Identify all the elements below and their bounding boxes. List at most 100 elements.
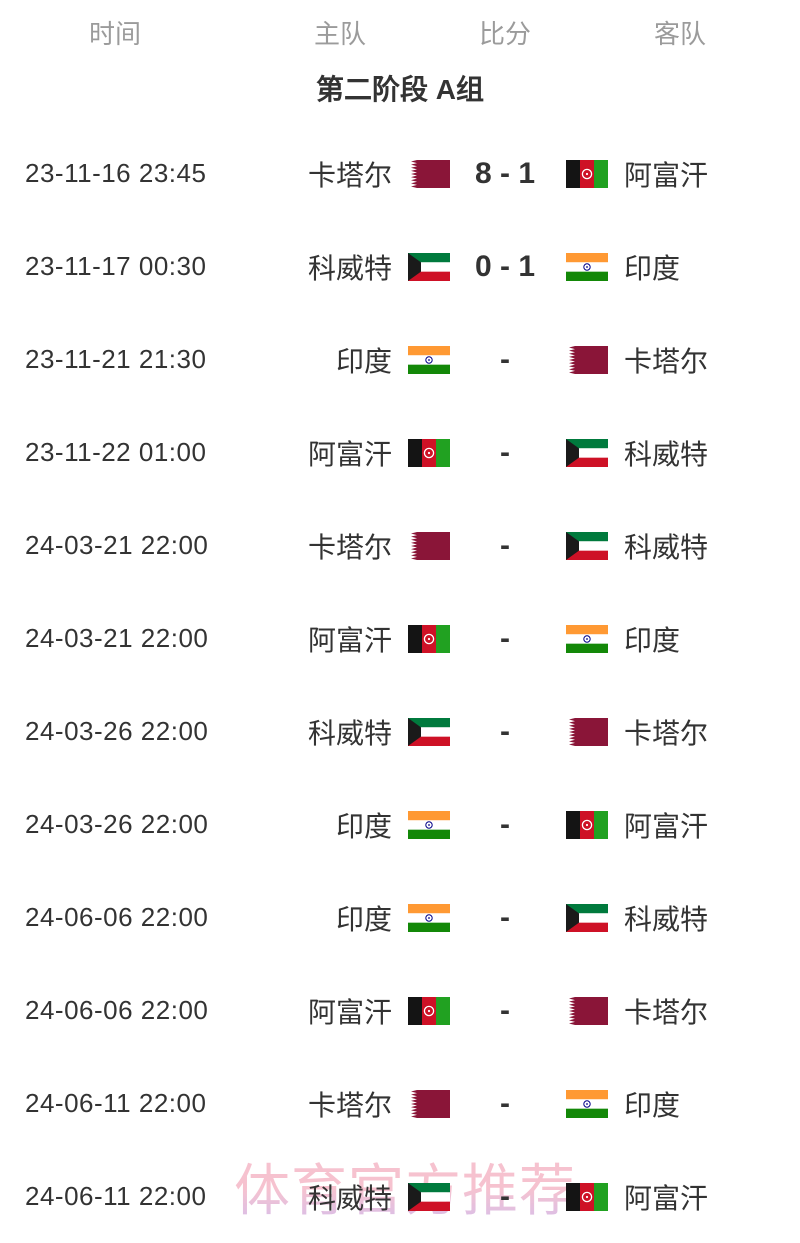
home-team-flag-icon <box>408 1183 450 1211</box>
match-time: 24-03-26 22:00 <box>25 716 209 746</box>
match-row[interactable]: 24-06-11 22:00 卡塔尔 - 印度 <box>0 1057 800 1150</box>
home-team-flag-icon <box>408 811 450 839</box>
column-header-away: 客队 <box>653 18 706 49</box>
match-list: 23-11-16 23:45 卡塔尔 8 - 1 阿富汗 23-11-17 00… <box>0 127 800 1243</box>
away-team-flag-icon <box>566 439 608 467</box>
away-team-name: 卡塔尔 <box>624 717 709 749</box>
away-team-name: 印度 <box>624 1089 681 1121</box>
home-team-cell: 科威特 <box>230 247 450 287</box>
match-row[interactable]: 23-11-21 21:30 印度 - 卡塔尔 <box>0 313 800 406</box>
home-team-cell: 卡塔尔 <box>230 154 450 194</box>
home-team-name: 科威特 <box>307 717 392 749</box>
match-score: - <box>500 342 510 376</box>
table-header: 时间 主队 比分 客队 <box>0 0 800 64</box>
match-time: 24-06-11 22:00 <box>25 1181 207 1211</box>
away-team-flag-icon <box>566 160 608 188</box>
away-team-flag-icon <box>566 811 608 839</box>
match-score: - <box>500 1179 510 1213</box>
home-team-name: 卡塔尔 <box>307 159 392 191</box>
match-row[interactable]: 24-06-06 22:00 阿富汗 - 卡塔尔 <box>0 964 800 1057</box>
match-row[interactable]: 23-11-22 01:00 阿富汗 - 科威特 <box>0 406 800 499</box>
home-team-flag-icon <box>408 532 450 560</box>
home-team-name: 印度 <box>335 345 392 377</box>
away-team-name: 印度 <box>624 252 681 284</box>
home-team-name: 卡塔尔 <box>307 1089 392 1121</box>
match-score: - <box>500 621 510 655</box>
away-team-flag-icon <box>566 997 608 1025</box>
home-team-flag-icon <box>408 1090 450 1118</box>
match-score: 0 - 1 <box>474 249 536 283</box>
home-team-cell: 科威特 <box>230 712 450 752</box>
away-team-name: 科威特 <box>624 531 709 563</box>
home-team-flag-icon <box>408 253 450 281</box>
away-team-cell: 印度 <box>560 619 800 659</box>
match-row[interactable]: 23-11-16 23:45 卡塔尔 8 - 1 阿富汗 <box>0 127 800 220</box>
column-header-score: 比分 <box>478 18 531 49</box>
match-score: - <box>500 900 510 934</box>
away-team-flag-icon <box>566 625 608 653</box>
group-stage-title: 第二阶段 A组 <box>315 74 484 105</box>
home-team-cell: 科威特 <box>230 1177 450 1217</box>
match-score: - <box>500 1086 510 1120</box>
match-score: - <box>500 528 510 562</box>
home-team-cell: 阿富汗 <box>230 991 450 1031</box>
match-time: 23-11-22 01:00 <box>25 437 207 467</box>
match-time: 24-03-21 22:00 <box>25 623 209 653</box>
away-team-cell: 卡塔尔 <box>560 991 800 1031</box>
away-team-name: 阿富汗 <box>624 810 709 842</box>
match-score: 8 - 1 <box>474 156 536 190</box>
match-row[interactable]: 24-03-21 22:00 卡塔尔 - 科威特 <box>0 499 800 592</box>
column-header-time: 时间 <box>88 18 141 49</box>
away-team-cell: 科威特 <box>560 433 800 473</box>
home-team-cell: 卡塔尔 <box>230 1084 450 1124</box>
home-team-name: 科威特 <box>307 1182 392 1214</box>
away-team-flag-icon <box>566 253 608 281</box>
away-team-name: 科威特 <box>624 903 709 935</box>
away-team-name: 卡塔尔 <box>624 996 709 1028</box>
away-team-flag-icon <box>566 346 608 374</box>
match-score: - <box>500 714 510 748</box>
match-time: 24-06-11 22:00 <box>25 1088 207 1118</box>
away-team-cell: 阿富汗 <box>560 805 800 845</box>
home-team-flag-icon <box>408 439 450 467</box>
away-team-name: 印度 <box>624 624 681 656</box>
match-row[interactable]: 24-03-21 22:00 阿富汗 - 印度 <box>0 592 800 685</box>
away-team-name: 卡塔尔 <box>624 345 709 377</box>
match-time: 23-11-21 21:30 <box>25 344 207 374</box>
away-team-flag-icon <box>566 904 608 932</box>
match-score: - <box>500 993 510 1027</box>
match-time: 24-03-21 22:00 <box>25 530 209 560</box>
match-time: 24-06-06 22:00 <box>25 902 209 932</box>
away-team-cell: 阿富汗 <box>560 154 800 194</box>
away-team-cell: 印度 <box>560 1084 800 1124</box>
column-header-home: 主队 <box>313 18 366 49</box>
away-team-cell: 科威特 <box>560 526 800 566</box>
away-team-cell: 卡塔尔 <box>560 340 800 380</box>
home-team-flag-icon <box>408 718 450 746</box>
home-team-cell: 卡塔尔 <box>230 526 450 566</box>
match-time: 24-03-26 22:00 <box>25 809 209 839</box>
away-team-flag-icon <box>566 1183 608 1211</box>
home-team-name: 阿富汗 <box>307 996 392 1028</box>
home-team-cell: 印度 <box>230 805 450 845</box>
away-team-cell: 卡塔尔 <box>560 712 800 752</box>
match-row[interactable]: 24-03-26 22:00 科威特 - 卡塔尔 <box>0 685 800 778</box>
home-team-flag-icon <box>408 160 450 188</box>
match-row[interactable]: 24-06-06 22:00 印度 - 科威特 <box>0 871 800 964</box>
match-row[interactable]: 24-06-11 22:00 科威特 - 阿富汗 <box>0 1150 800 1243</box>
home-team-cell: 阿富汗 <box>230 433 450 473</box>
home-team-name: 卡塔尔 <box>307 531 392 563</box>
match-row[interactable]: 23-11-17 00:30 科威特 0 - 1 印度 <box>0 220 800 313</box>
home-team-flag-icon <box>408 625 450 653</box>
away-team-name: 科威特 <box>624 438 709 470</box>
away-team-flag-icon <box>566 532 608 560</box>
match-score: - <box>500 807 510 841</box>
match-score: - <box>500 435 510 469</box>
away-team-cell: 科威特 <box>560 898 800 938</box>
match-row[interactable]: 24-03-26 22:00 印度 - 阿富汗 <box>0 778 800 871</box>
match-time: 23-11-16 23:45 <box>25 158 207 188</box>
away-team-flag-icon <box>566 1090 608 1118</box>
home-team-cell: 阿富汗 <box>230 619 450 659</box>
match-time: 23-11-17 00:30 <box>25 251 207 281</box>
